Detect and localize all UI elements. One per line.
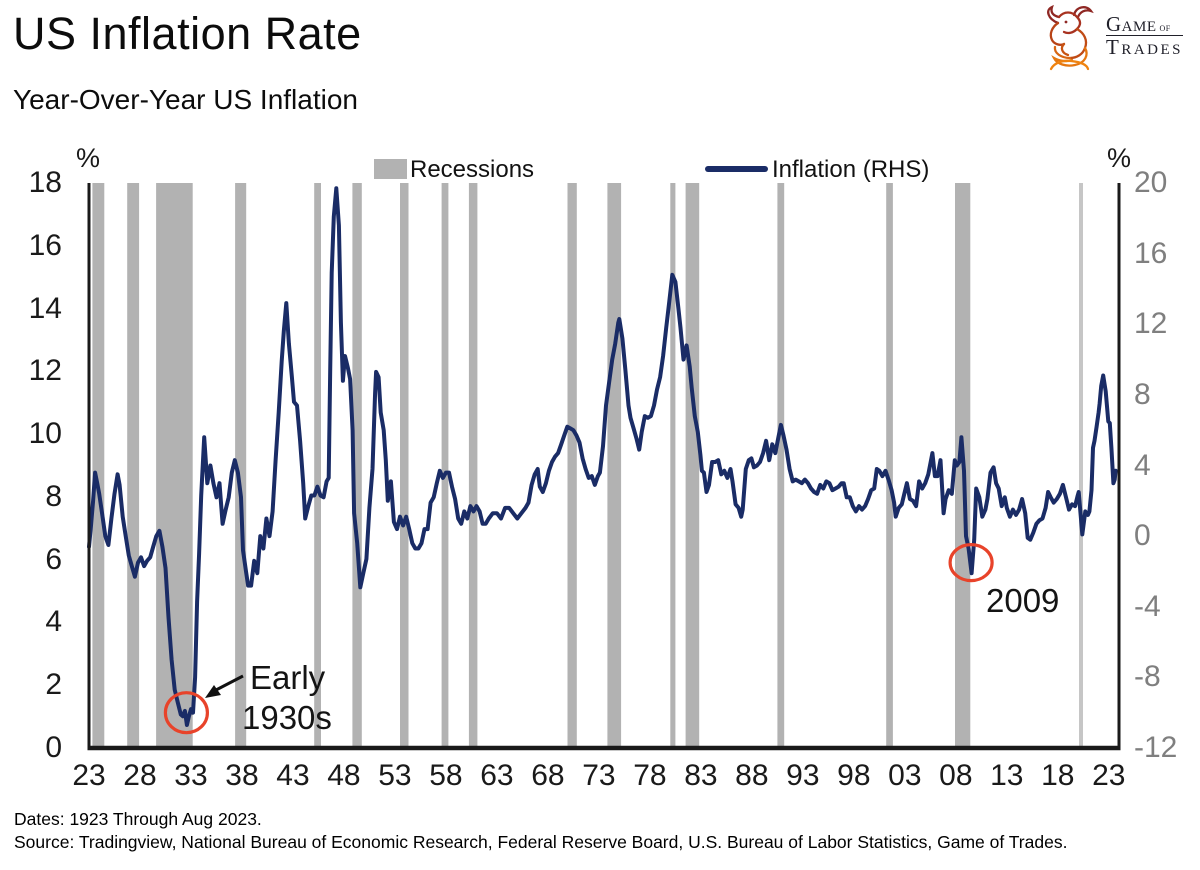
recession-band	[468, 183, 478, 748]
y-axis-right-tick--12: -12	[1134, 731, 1178, 764]
recession-band	[127, 183, 140, 748]
x-axis-tick-1978: 78	[633, 759, 667, 792]
x-axis-tick-1923: 23	[72, 759, 106, 792]
recession-band	[886, 183, 893, 748]
annotation-label-2009: 2009	[986, 582, 1060, 619]
recession-band	[352, 183, 362, 748]
recession-band	[235, 183, 247, 748]
y-axis-left-tick-8: 8	[45, 479, 62, 513]
x-axis-tick-1998: 98	[837, 759, 871, 792]
y-axis-right-tick-12: 12	[1134, 307, 1168, 341]
x-axis-tick-1963: 63	[480, 759, 514, 792]
y-axis-right-unit: %	[1107, 143, 1132, 173]
legend-inflation-label: Inflation (RHS)	[772, 156, 930, 183]
logo-line-trades: Trades	[1106, 35, 1184, 60]
x-axis-tick-1948: 48	[327, 759, 361, 792]
recession-band	[685, 183, 700, 748]
y-axis-right-tick-8: 8	[1134, 377, 1151, 411]
x-axis-tick-2018: 18	[1041, 759, 1075, 792]
recession-band	[314, 183, 321, 748]
y-axis-right-tick-0: 0	[1134, 519, 1151, 553]
y-axis-right-tick-16: 16	[1134, 236, 1168, 270]
logo-line-game-of: Game of	[1106, 12, 1171, 36]
y-axis-right-tick--8: -8	[1134, 660, 1161, 694]
y-axis-left-tick-14: 14	[28, 291, 62, 325]
annotation-circle-early-1930s	[163, 691, 209, 735]
recession-band	[607, 183, 622, 748]
legend-recessions-label: Recessions	[410, 156, 535, 183]
x-axis-tick-1953: 53	[378, 759, 412, 792]
y-axis-left-tick-18: 18	[28, 166, 62, 199]
x-axis-tick-1988: 88	[735, 759, 769, 792]
x-axis-tick-1958: 58	[429, 759, 463, 792]
legend-recessions-swatch	[374, 159, 407, 179]
x-axis-tick-1933: 33	[174, 759, 208, 792]
x-axis-tick-1928: 28	[123, 759, 157, 792]
x-axis-tick-2013: 13	[990, 759, 1024, 792]
annotation-label-early: Early	[250, 659, 326, 696]
y-axis-left-unit: %	[76, 143, 101, 173]
recession-band	[441, 183, 449, 748]
recession-band	[567, 183, 577, 748]
y-axis-left-tick-10: 10	[28, 417, 62, 451]
y-axis-left-tick-6: 6	[45, 542, 62, 576]
x-axis-tick-1973: 73	[582, 759, 616, 792]
y-axis-left-tick-16: 16	[28, 228, 62, 262]
recession-band	[156, 183, 193, 748]
x-axis-tick-1993: 93	[786, 759, 820, 792]
y-axis-left-tick-2: 2	[45, 668, 62, 702]
annotation-arrow-line	[215, 674, 244, 692]
footer-source: Source: Tradingview, National Bureau of …	[14, 832, 1068, 852]
x-axis-tick-1968: 68	[531, 759, 565, 792]
x-axis-tick-1983: 83	[684, 759, 718, 792]
y-axis-right-tick-4: 4	[1134, 448, 1151, 482]
y-axis-right-tick--4: -4	[1134, 589, 1161, 623]
y-axis-left-tick-12: 12	[28, 354, 62, 388]
x-axis-tick-1938: 38	[225, 759, 259, 792]
footer-dates: Dates: 1923 Through Aug 2023.	[14, 809, 262, 829]
recession-band	[400, 183, 409, 748]
recession-band	[777, 183, 785, 748]
annotation-circle-year-2009	[948, 542, 994, 583]
game-of-trades-logo: Game of Trades	[1040, 2, 1198, 72]
inflation-line	[87, 186, 1118, 727]
x-axis-tick-2023: 23	[1092, 759, 1126, 792]
bull-knight-icon	[1047, 4, 1094, 71]
y-axis-left-tick-4: 4	[45, 605, 62, 639]
recession-band	[670, 183, 676, 748]
page-title: US Inflation Rate	[13, 8, 362, 59]
recession-band	[1079, 183, 1083, 748]
y-axis-left-tick-0: 0	[45, 731, 62, 764]
x-axis-tick-2003: 03	[888, 759, 922, 792]
annotation-label-1930s: 1930s	[242, 699, 332, 736]
y-axis-right-tick-20: 20	[1134, 166, 1168, 199]
logo-wordmark: Game of Trades	[1106, 12, 1184, 60]
legend-inflation-line-swatch	[705, 166, 768, 172]
annotation-arrow-head	[205, 685, 221, 698]
chart-subtitle: Year-Over-Year US Inflation	[13, 84, 358, 115]
x-axis-tick-1943: 43	[276, 759, 310, 792]
recession-band	[92, 183, 105, 748]
x-axis-tick-2008: 08	[939, 759, 973, 792]
